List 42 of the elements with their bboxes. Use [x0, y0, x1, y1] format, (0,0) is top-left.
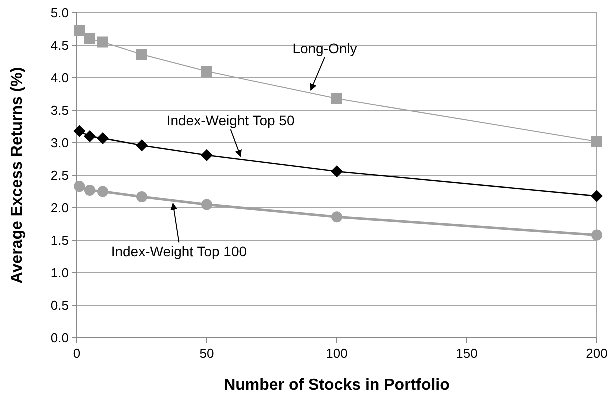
x-tick-label: 50	[200, 346, 214, 361]
point	[332, 212, 342, 223]
y-tick-label: 4.5	[50, 38, 69, 54]
y-tick-label: 3.0	[50, 136, 69, 151]
point	[592, 230, 602, 241]
point	[84, 34, 96, 44]
point	[592, 136, 602, 148]
point	[591, 190, 603, 202]
y-tick-label: 5.0	[50, 6, 69, 21]
x-tick-label: 150	[456, 346, 478, 361]
y-tick-label: 2.0	[50, 200, 69, 216]
point	[84, 130, 96, 142]
point	[136, 49, 148, 60]
point	[202, 66, 212, 77]
y-axis-title: Average Excess Returns (%)	[9, 67, 26, 284]
text: Long-Only	[292, 40, 358, 56]
y-tick-label: 0.0	[50, 330, 69, 346]
y-tick-label: 4.0	[50, 70, 69, 86]
text: Index-Weight Top 100	[111, 244, 248, 260]
point	[74, 125, 86, 138]
y-tick-label: 1.0	[50, 266, 69, 281]
y-tick-label: 0.5	[50, 298, 69, 314]
y-tick-label: 2.5	[50, 168, 69, 184]
series-label: Index-Weight Top 50	[166, 112, 295, 129]
point	[74, 181, 86, 192]
x-tick-label: 100	[326, 346, 348, 361]
point	[332, 93, 342, 104]
point	[97, 132, 109, 144]
x-tick-label: 200	[586, 346, 608, 361]
point	[136, 140, 148, 152]
point	[202, 199, 212, 210]
point	[201, 149, 213, 162]
point	[84, 184, 96, 196]
x-tick-label: 0	[73, 346, 81, 361]
point	[98, 36, 108, 48]
x-axis-title: Number of Stocks in Portfolio	[224, 377, 450, 394]
point	[331, 166, 343, 178]
y-tick-label: 3.5	[50, 103, 69, 118]
point	[98, 186, 108, 198]
point	[136, 191, 148, 202]
point	[74, 25, 86, 36]
y-tick-label: 1.5	[50, 233, 69, 248]
